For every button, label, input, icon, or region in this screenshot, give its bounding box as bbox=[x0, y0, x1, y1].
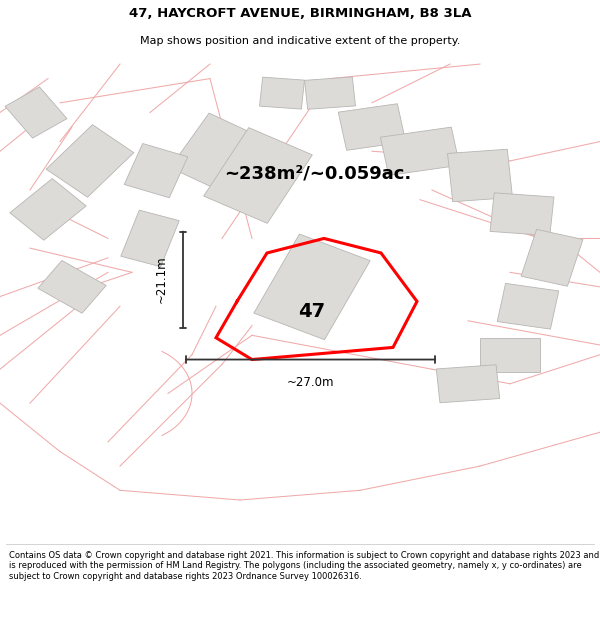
Polygon shape bbox=[170, 113, 256, 189]
Text: ~27.0m: ~27.0m bbox=[287, 376, 334, 389]
Polygon shape bbox=[490, 192, 554, 236]
Polygon shape bbox=[260, 77, 304, 109]
Polygon shape bbox=[497, 283, 559, 329]
Polygon shape bbox=[121, 210, 179, 267]
Text: Contains OS data © Crown copyright and database right 2021. This information is : Contains OS data © Crown copyright and d… bbox=[9, 551, 599, 581]
Polygon shape bbox=[521, 229, 583, 286]
Polygon shape bbox=[203, 127, 313, 223]
Text: ~21.1m: ~21.1m bbox=[155, 256, 168, 303]
Polygon shape bbox=[480, 338, 540, 372]
Polygon shape bbox=[10, 179, 86, 240]
Polygon shape bbox=[436, 365, 500, 403]
Polygon shape bbox=[254, 234, 370, 340]
Polygon shape bbox=[448, 149, 512, 202]
Polygon shape bbox=[46, 124, 134, 198]
Text: Map shows position and indicative extent of the property.: Map shows position and indicative extent… bbox=[140, 36, 460, 46]
Text: ~238m²/~0.059ac.: ~238m²/~0.059ac. bbox=[224, 164, 412, 182]
Text: 47: 47 bbox=[298, 302, 326, 321]
Polygon shape bbox=[124, 144, 188, 198]
Polygon shape bbox=[380, 127, 460, 176]
Polygon shape bbox=[305, 77, 355, 109]
Polygon shape bbox=[38, 261, 106, 313]
Polygon shape bbox=[5, 87, 67, 138]
Text: 47, HAYCROFT AVENUE, BIRMINGHAM, B8 3LA: 47, HAYCROFT AVENUE, BIRMINGHAM, B8 3LA bbox=[129, 7, 471, 20]
Polygon shape bbox=[338, 104, 406, 151]
